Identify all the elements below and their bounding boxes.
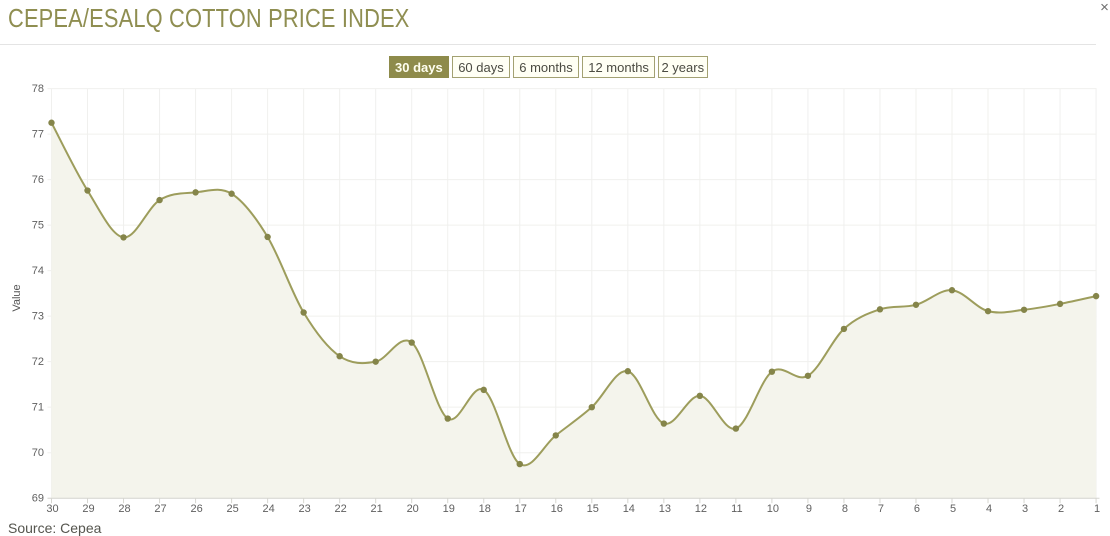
svg-text:77: 77	[32, 129, 44, 141]
svg-text:11: 11	[731, 503, 742, 515]
svg-text:5: 5	[950, 503, 956, 515]
svg-text:8: 8	[842, 503, 848, 515]
svg-text:75: 75	[32, 220, 44, 232]
svg-text:76: 76	[32, 174, 44, 186]
svg-text:19: 19	[443, 503, 455, 515]
svg-text:74: 74	[32, 265, 44, 277]
svg-text:2: 2	[1058, 503, 1064, 515]
svg-text:23: 23	[299, 503, 311, 515]
svg-text:22: 22	[335, 503, 347, 515]
source-note: Source: Cepea	[8, 520, 101, 536]
svg-text:25: 25	[226, 503, 238, 515]
svg-text:12: 12	[695, 503, 707, 515]
svg-text:26: 26	[190, 503, 202, 515]
svg-text:71: 71	[32, 402, 44, 414]
svg-text:16: 16	[551, 503, 563, 515]
svg-text:14: 14	[623, 503, 635, 515]
svg-text:69: 69	[32, 493, 44, 505]
svg-text:4: 4	[986, 503, 992, 515]
svg-text:13: 13	[659, 503, 671, 515]
svg-text:6: 6	[914, 503, 920, 515]
svg-text:3: 3	[1022, 503, 1028, 515]
svg-text:20: 20	[407, 503, 419, 515]
svg-text:28: 28	[118, 503, 130, 515]
svg-text:9: 9	[806, 503, 812, 515]
svg-text:21: 21	[371, 503, 383, 515]
svg-text:73: 73	[32, 311, 44, 323]
y-axis-labels: 69 70 71 72 73 74 75 76 77 78	[32, 83, 44, 505]
y-axis-title: Value	[11, 284, 23, 311]
svg-text:70: 70	[32, 447, 44, 459]
svg-text:27: 27	[154, 503, 166, 515]
svg-text:15: 15	[587, 503, 599, 515]
svg-text:78: 78	[32, 83, 44, 95]
svg-text:7: 7	[878, 503, 884, 515]
svg-text:17: 17	[515, 503, 527, 515]
svg-text:29: 29	[82, 503, 94, 515]
svg-text:10: 10	[767, 503, 779, 515]
svg-text:30: 30	[46, 503, 58, 515]
svg-text:24: 24	[262, 503, 274, 515]
svg-text:1: 1	[1094, 503, 1100, 515]
svg-text:72: 72	[32, 356, 44, 368]
svg-text:18: 18	[479, 503, 491, 515]
